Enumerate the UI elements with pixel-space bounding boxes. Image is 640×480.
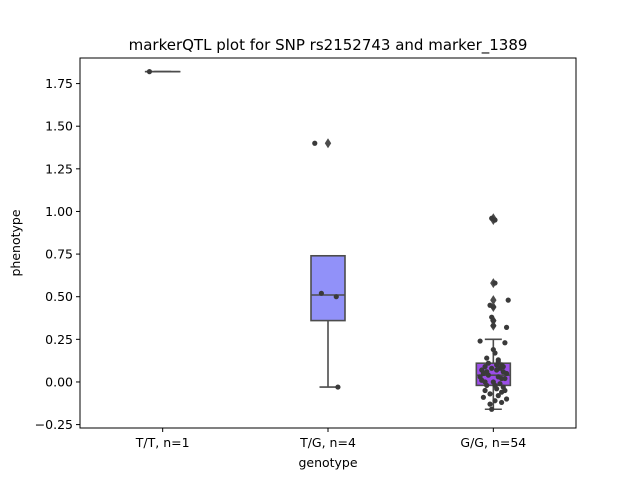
data-point	[485, 360, 491, 366]
data-point	[492, 280, 498, 286]
data-point	[499, 375, 505, 382]
outlier-marker	[490, 295, 497, 306]
data-point	[477, 374, 483, 380]
data-point	[490, 317, 496, 324]
data-point	[492, 217, 498, 223]
data-point	[146, 69, 153, 75]
data-point	[482, 379, 488, 385]
data-point	[503, 370, 510, 377]
data-point	[499, 399, 505, 406]
data-point	[502, 340, 508, 346]
x-tick-label: T/G, n=4	[299, 435, 356, 450]
y-tick-label: 1.75	[45, 76, 73, 91]
data-point	[495, 358, 501, 365]
data-point	[492, 398, 498, 404]
data-point	[502, 387, 508, 394]
y-tick-label: 1.50	[45, 119, 73, 134]
y-tick-label: 0.25	[45, 332, 73, 347]
y-tick-label: 0.50	[45, 289, 73, 304]
data-point	[489, 365, 495, 371]
data-point	[482, 364, 488, 370]
x-tick-label: G/G, n=54	[460, 435, 526, 450]
data-point	[490, 304, 496, 310]
y-tick-label: 1.00	[45, 204, 73, 219]
data-point	[489, 406, 495, 412]
box-iqr	[310, 254, 346, 322]
y-axis-label: phenotype	[8, 209, 23, 276]
chart-title: markerQTL plot for SNP rs2152743 and mar…	[129, 36, 528, 55]
data-point	[487, 401, 493, 407]
data-point	[335, 384, 341, 390]
data-point	[487, 391, 493, 397]
plot-area	[144, 69, 512, 412]
data-point	[492, 382, 498, 388]
data-point	[503, 324, 510, 331]
outlier-marker	[324, 138, 332, 149]
box-group	[310, 138, 346, 388]
y-axis: −0.25 0.00 0.25 0.50 0.75 1.00 1.25 1.50 1.75	[35, 76, 80, 432]
data-point	[333, 294, 339, 300]
x-tick-label: T/T, n=1	[135, 435, 190, 450]
data-point	[477, 338, 483, 344]
data-point	[497, 381, 503, 387]
y-tick-label: 0.00	[45, 374, 73, 389]
data-point	[495, 393, 501, 399]
data-point	[490, 323, 496, 329]
y-tick-label: 1.25	[45, 161, 73, 176]
x-axis: T/T, n=1 T/G, n=4 G/G, n=54	[135, 428, 526, 450]
data-point	[482, 387, 488, 394]
data-point	[480, 394, 487, 400]
data-point	[505, 297, 511, 303]
data-point	[484, 369, 490, 375]
data-point	[500, 364, 506, 370]
data-point	[312, 140, 318, 146]
data-point	[479, 367, 485, 373]
x-axis-label: genotype	[298, 455, 357, 470]
data-point	[492, 350, 498, 356]
data-point	[484, 355, 490, 361]
data-point	[503, 396, 510, 402]
y-tick-label: −0.25	[35, 417, 73, 432]
y-tick-label: 0.75	[45, 247, 73, 262]
data-point	[318, 290, 324, 296]
